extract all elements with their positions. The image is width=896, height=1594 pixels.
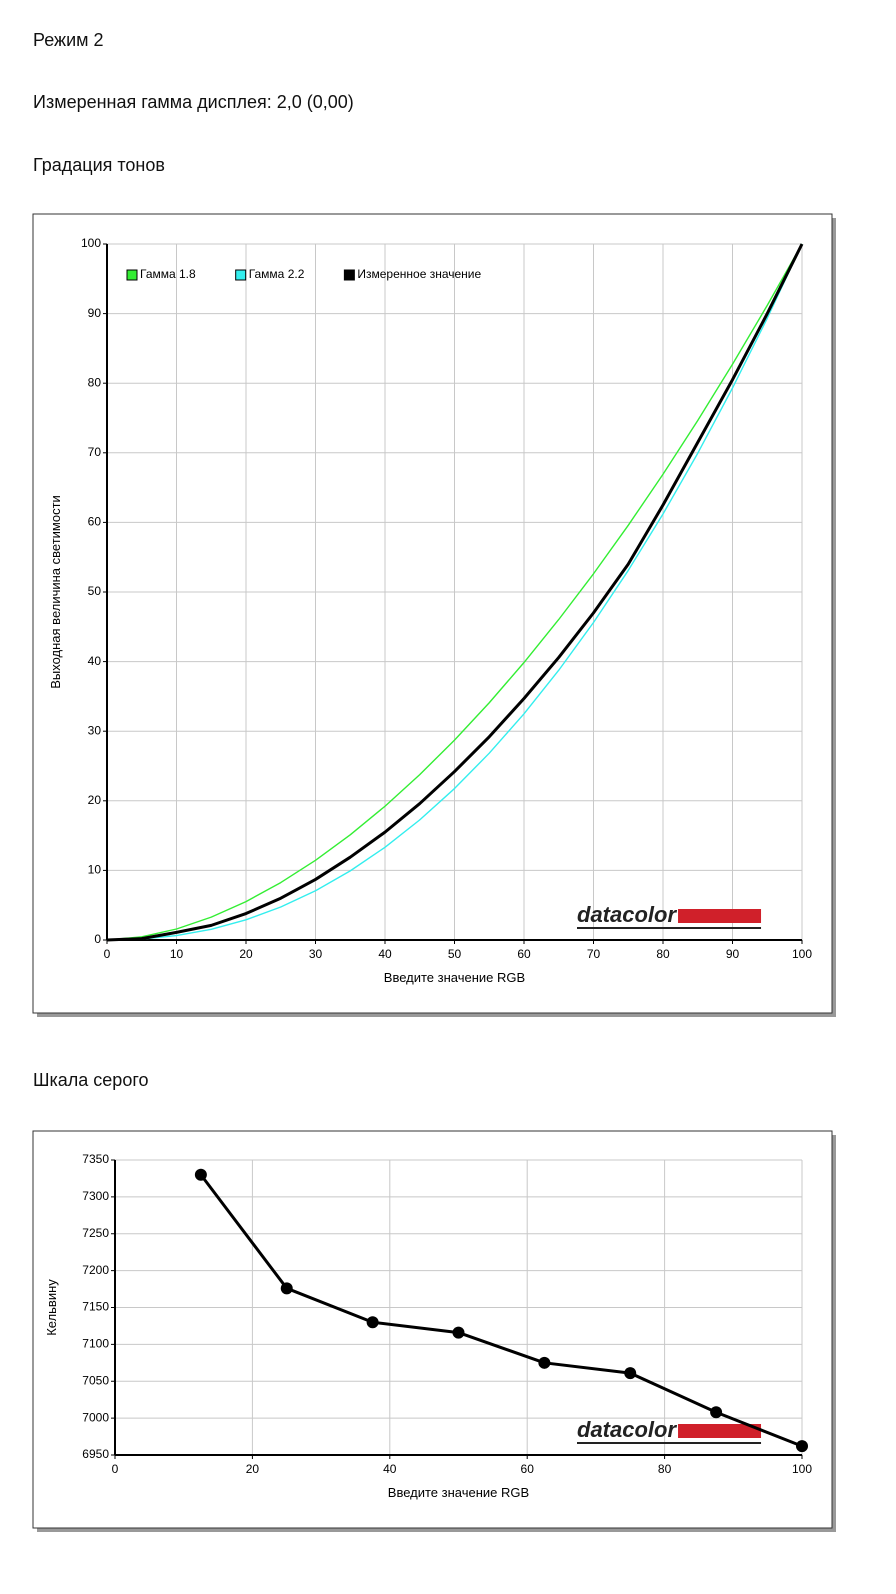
- y-tick-label: 40: [88, 654, 102, 668]
- x-tick-label: 50: [448, 947, 462, 961]
- y-tick-label: 7000: [82, 1410, 109, 1424]
- series-line: [106, 243, 803, 941]
- y-tick-label: 50: [88, 584, 102, 598]
- y-tick-label: 60: [88, 515, 102, 529]
- x-tick-label: 60: [517, 947, 531, 961]
- x-tick-label: 70: [587, 947, 601, 961]
- y-tick-label: 7100: [82, 1337, 109, 1351]
- x-tick-label: 80: [656, 947, 670, 961]
- section-title: Шкала серого: [33, 1070, 149, 1090]
- chart-frame: [32, 213, 833, 1014]
- y-tick-label: 0: [94, 932, 101, 946]
- point: [366, 1316, 379, 1329]
- point: [710, 1406, 723, 1419]
- y-tick-label: 100: [81, 236, 101, 250]
- legend-label: Измеренное значение: [357, 267, 481, 281]
- point: [796, 1440, 808, 1453]
- y-tick-label: 7050: [82, 1373, 109, 1387]
- point: [194, 1168, 207, 1181]
- y-tick-label: 70: [88, 445, 102, 459]
- logo: datacolor: [577, 902, 677, 927]
- logo-bar: [678, 909, 762, 923]
- x-tick-label: 100: [792, 1462, 812, 1476]
- y-tick-label: 7200: [82, 1263, 109, 1277]
- point: [280, 1282, 293, 1295]
- point: [538, 1356, 551, 1369]
- logo-bar: [678, 1424, 762, 1438]
- x-tick-label: 10: [170, 947, 184, 961]
- y-tick-label: 10: [88, 863, 102, 877]
- series-line: [199, 1173, 803, 1448]
- y-tick-label: 20: [88, 793, 102, 807]
- legend-label: Гамма 2.2: [249, 267, 305, 281]
- x-tick-label: 80: [658, 1462, 672, 1476]
- y-axis-title: Выходная величина светимости: [48, 495, 63, 689]
- y-tick-label: 90: [88, 306, 102, 320]
- section-title: Градация тонов: [33, 155, 165, 175]
- x-tick-label: 40: [378, 947, 392, 961]
- x-tick-label: 0: [112, 1462, 119, 1476]
- legend-swatch: [343, 269, 355, 281]
- y-tick-label: 7250: [82, 1226, 109, 1240]
- series-line: [106, 243, 803, 941]
- y-tick-label: 30: [88, 723, 102, 737]
- x-tick-label: 30: [309, 947, 323, 961]
- logo: datacolor: [577, 1417, 677, 1442]
- x-tick-label: 0: [104, 947, 111, 961]
- x-tick-label: 20: [239, 947, 253, 961]
- y-tick-label: 80: [88, 375, 102, 389]
- legend-swatch: [126, 269, 138, 281]
- x-tick-label: 60: [521, 1462, 535, 1476]
- gamma-text: Измеренная гамма дисплея: 2,0 (0,00): [33, 92, 354, 112]
- point: [624, 1367, 637, 1380]
- y-tick-label: 7350: [82, 1152, 109, 1166]
- y-tick-label: 7150: [82, 1300, 109, 1314]
- point: [452, 1326, 465, 1339]
- y-axis-title: Кельвину: [44, 1279, 59, 1336]
- y-tick-label: 6950: [82, 1447, 109, 1461]
- x-tick-label: 90: [726, 947, 740, 961]
- series-line: [106, 243, 804, 942]
- x-axis-title: Введите значение RGB: [384, 970, 525, 985]
- y-tick-label: 7300: [82, 1189, 109, 1203]
- mode-title: Режим 2: [33, 30, 104, 50]
- x-axis-title: Введите значение RGB: [388, 1485, 529, 1500]
- legend-label: Гамма 1.8: [140, 267, 196, 281]
- legend-swatch: [235, 269, 247, 281]
- x-tick-label: 100: [792, 947, 812, 961]
- x-tick-label: 40: [383, 1462, 397, 1476]
- x-tick-label: 20: [246, 1462, 260, 1476]
